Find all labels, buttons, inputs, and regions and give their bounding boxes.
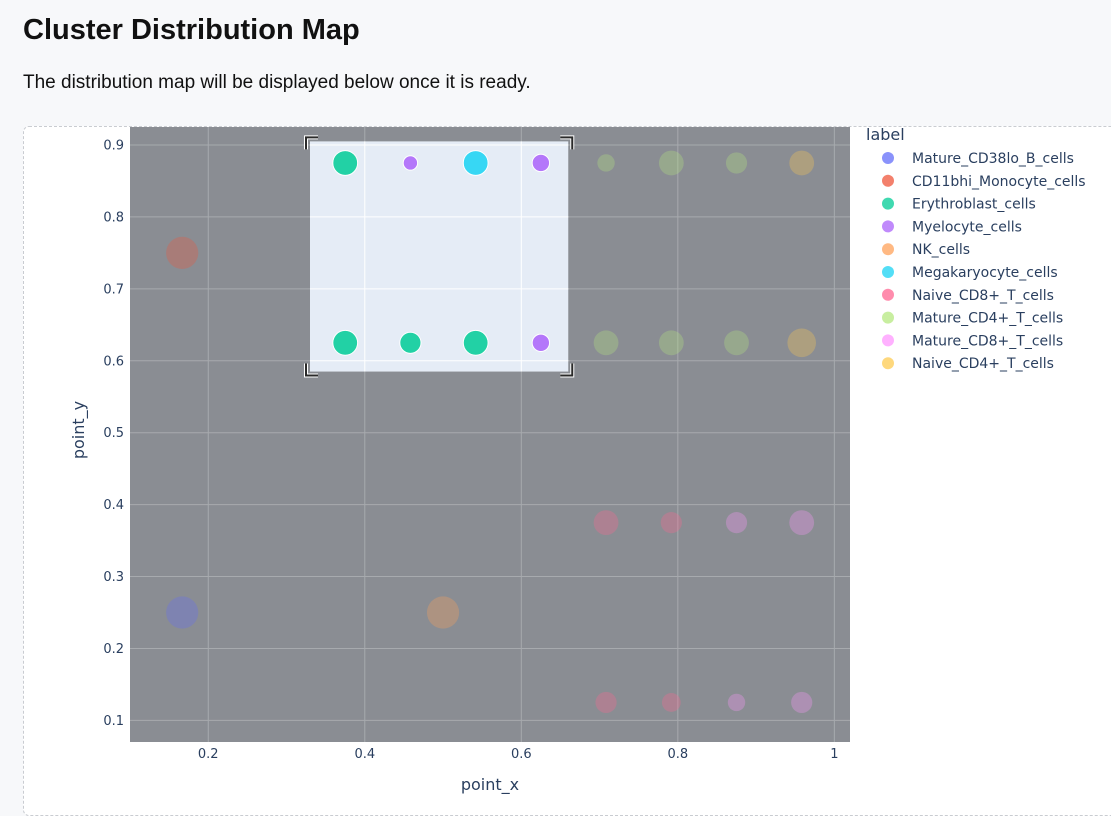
legend-marker [882,266,894,278]
legend-item: Mature_CD38lo_B_cells [882,151,1074,167]
selection-corner-top-right [560,136,574,150]
legend-label: CD11bhi_Monocyte_cells [912,174,1086,190]
y-tick-label: 0.6 [103,354,124,369]
legend-item: NK_cells [882,242,970,258]
legend-label: Mature_CD38lo_B_cells [912,151,1074,167]
legend-label: Naive_CD8+_T_cells [912,288,1054,304]
data-point [789,150,815,176]
data-point [462,329,489,356]
legend-label: Megakaryocyte_cells [912,265,1058,281]
data-point [725,512,748,534]
y-tick-label: 0.9 [103,138,124,153]
legend-marker [882,357,894,370]
legend: label Mature_CD38lo_B_cells CD11bhi_Monocy… [866,125,1086,372]
selection-grid [310,141,569,372]
data-point [724,330,749,356]
data-points [166,150,817,714]
legend-marker [882,220,894,233]
y-tick-label: 0.3 [103,570,124,585]
legend-item: Megakaryocyte_cells [882,265,1058,281]
x-tick-label: 0.4 [354,747,375,762]
series-Naive_CD4+_T_cells [787,150,817,358]
series-CD11bhi_Monocyte_cells [166,236,199,269]
data-point [597,154,615,172]
legend-marker [882,152,894,164]
legend-item: Mature_CD8+_T_cells [882,333,1063,349]
y-tick-label: 0.1 [103,714,124,729]
legend-item: CD11bhi_Monocyte_cells [882,174,1086,190]
data-point [166,236,199,269]
y-tick-label: 0.7 [103,282,124,297]
y-tick-label: 0.8 [103,210,124,225]
legend-label: Myelocyte_cells [912,219,1022,235]
x-tick-label: 0.6 [511,747,532,762]
data-point [332,329,359,356]
data-point [332,150,359,176]
legend-label: Naive_CD4+_T_cells [912,356,1054,372]
data-point [462,150,489,176]
data-point [658,150,684,176]
legend-title: label [866,125,905,144]
series-Myelocyte_cells [402,153,551,352]
x-tick-label: 1 [830,747,838,762]
series-Mature_CD4+_T_cells [593,150,749,356]
series-Megakaryocyte_cells [462,150,489,176]
scatter-chart[interactable]: 0.2 0.4 0.6 0.8 1 0.1 0.2 0.3 0.4 0.5 0.6 0.7 0.8 0.9… [0,0,1111,799]
legend-label: Erythroblast_cells [912,197,1036,213]
legend-marker [882,288,894,301]
data-point [593,330,619,356]
data-point [166,596,199,629]
series-Mature_CD38lo_B_cells [166,596,199,629]
page-subtitle: The distribution map will be displayed b… [23,72,531,93]
legend-marker [882,197,894,210]
data-point [399,331,422,354]
legend-item: Mature_CD4+_T_cells [882,311,1063,327]
y-tick-label: 0.4 [103,498,124,513]
data-point [426,596,460,629]
legend-marker [882,311,894,324]
selection-corner-top-left [305,136,318,150]
selection-corner-bottom-right [560,363,574,377]
legend-label: Mature_CD8+_T_cells [912,333,1063,349]
series-Mature_CD8+_T_cells [725,510,815,714]
y-tick-label: 0.5 [103,426,124,441]
data-point [661,693,681,712]
legend-marker [882,243,894,256]
data-point [402,155,419,171]
data-point [658,330,684,356]
page-title: Cluster Distribution Map [23,14,360,46]
series-NK_cells [426,596,460,629]
x-tick-label: 0.2 [198,747,219,762]
legend-item: Naive_CD8+_T_cells [882,288,1054,304]
legend-marker [882,174,894,187]
selection-corner-bottom-left [305,363,318,377]
data-point [791,691,813,714]
legend-label: NK_cells [912,242,970,258]
series-Erythroblast_cells [332,150,489,356]
data-point [727,693,746,712]
legend-marker [882,334,894,347]
data-point [789,510,815,536]
series-Naive_CD8+_T_cells [593,510,682,714]
y-tick-label: 0.2 [103,642,124,657]
data-point [787,328,817,358]
legend-label: Mature_CD4+_T_cells [912,311,1063,327]
data-point [725,152,748,174]
tick-labels: 0.2 0.4 0.6 0.8 1 0.1 0.2 0.3 0.4 0.5 0.6 0.7 0.8 0.9 [103,138,838,762]
legend-item: Naive_CD4+_T_cells [882,356,1054,372]
legend-item: Erythroblast_cells [882,197,1036,213]
x-tick-label: 0.8 [667,747,688,762]
data-point [660,512,682,534]
data-point [595,691,617,714]
legend-item: Myelocyte_cells [882,219,1022,235]
data-point [531,153,551,173]
y-axis-title: point_y [69,401,89,459]
x-axis-title: point_x [461,775,519,795]
data-point [593,510,619,536]
data-point [531,333,551,352]
